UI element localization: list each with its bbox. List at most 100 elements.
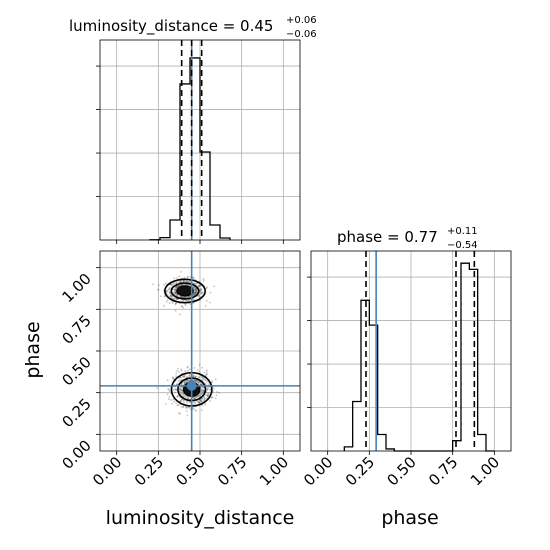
sample-point xyxy=(185,406,188,409)
sample-point xyxy=(185,396,188,399)
sample-point xyxy=(202,390,205,392)
sample-point xyxy=(194,289,197,291)
sample-point xyxy=(205,299,208,302)
sample-point xyxy=(186,275,189,278)
sample-point xyxy=(184,304,187,307)
sample-point xyxy=(172,283,174,286)
sample-point xyxy=(198,294,201,297)
sample-point xyxy=(202,386,205,389)
sample-point xyxy=(184,284,186,286)
sample-point xyxy=(192,396,195,399)
sample-point xyxy=(201,376,204,379)
sample-point xyxy=(182,284,184,286)
sample-point xyxy=(202,378,205,380)
sample-point xyxy=(184,299,187,302)
sample-point xyxy=(198,285,201,288)
sample-point xyxy=(207,394,210,397)
sample-point xyxy=(169,293,172,296)
sample-point xyxy=(173,291,176,293)
sample-point xyxy=(176,369,178,372)
sample-point xyxy=(176,286,179,289)
sample-point xyxy=(174,291,177,294)
sample-point xyxy=(189,379,192,382)
sample-point xyxy=(200,391,203,393)
sample-point xyxy=(195,396,198,399)
sample-point xyxy=(195,290,198,292)
sample-point xyxy=(175,388,178,391)
sample-point xyxy=(183,381,186,384)
x-axis-label-phase: phase xyxy=(381,507,438,529)
sample-point xyxy=(174,286,177,289)
sample-point xyxy=(197,381,200,384)
sample-point xyxy=(196,368,199,371)
x-tick-label: 1.00 xyxy=(256,453,292,489)
sample-point xyxy=(185,280,187,283)
sample-point xyxy=(181,393,184,396)
sample-point xyxy=(181,376,184,378)
sample-point xyxy=(205,373,208,376)
sample-point xyxy=(180,284,182,286)
sample-point xyxy=(157,284,160,286)
sample-point xyxy=(201,379,204,382)
sample-point xyxy=(193,402,196,405)
sample-point xyxy=(194,288,197,291)
sample-point xyxy=(173,400,176,403)
sample-point xyxy=(172,297,175,300)
sample-point xyxy=(183,296,185,299)
sample-point xyxy=(205,369,208,372)
sample-point xyxy=(187,397,189,400)
luminosity-distance-histogram-panel xyxy=(96,39,301,244)
sample-point xyxy=(194,290,197,293)
sample-point xyxy=(168,389,170,391)
sample-point xyxy=(177,285,179,288)
sample-point xyxy=(194,292,196,294)
sample-point xyxy=(186,401,189,404)
sample-point xyxy=(195,291,198,294)
sample-point xyxy=(170,294,173,297)
sample-point xyxy=(198,285,201,287)
sample-point xyxy=(181,391,184,394)
sample-point xyxy=(186,379,189,382)
sample-point xyxy=(179,280,182,282)
sample-point xyxy=(177,404,180,407)
sample-point xyxy=(175,285,178,288)
sample-point xyxy=(170,294,173,297)
sample-point xyxy=(203,397,206,400)
sample-point xyxy=(166,393,169,396)
sample-point xyxy=(175,298,178,301)
sample-point xyxy=(170,283,172,286)
sample-point xyxy=(181,296,183,299)
x-tick-label: 1.00 xyxy=(467,453,503,489)
sample-point xyxy=(181,389,184,392)
sample-point xyxy=(196,380,198,382)
sample-point xyxy=(201,389,204,392)
sample-point xyxy=(192,407,195,409)
sample-point xyxy=(201,392,204,395)
sample-point xyxy=(170,297,173,299)
sample-point xyxy=(177,285,180,288)
sample-point xyxy=(182,280,185,283)
sample-point xyxy=(176,395,178,398)
sample-point xyxy=(192,293,195,296)
sample-point xyxy=(193,397,196,400)
sample-point xyxy=(174,289,177,292)
sample-point xyxy=(207,392,210,394)
sample-point xyxy=(193,285,195,288)
sample-point xyxy=(163,295,166,298)
sample-point xyxy=(196,400,199,403)
sample-point xyxy=(202,400,205,402)
sample-point xyxy=(198,284,201,286)
sample-point xyxy=(186,379,189,382)
y-tick-label: 1.00 xyxy=(58,270,94,306)
sample-point xyxy=(156,387,159,389)
sample-point xyxy=(185,296,188,299)
sample-point xyxy=(197,380,200,383)
sample-point xyxy=(210,396,213,399)
sample-point xyxy=(192,401,195,404)
sample-point xyxy=(175,282,178,284)
sample-point xyxy=(200,399,203,402)
sample-point xyxy=(193,294,196,296)
sample-point xyxy=(195,375,197,378)
sample-point xyxy=(198,401,201,404)
sample-point xyxy=(183,394,185,397)
